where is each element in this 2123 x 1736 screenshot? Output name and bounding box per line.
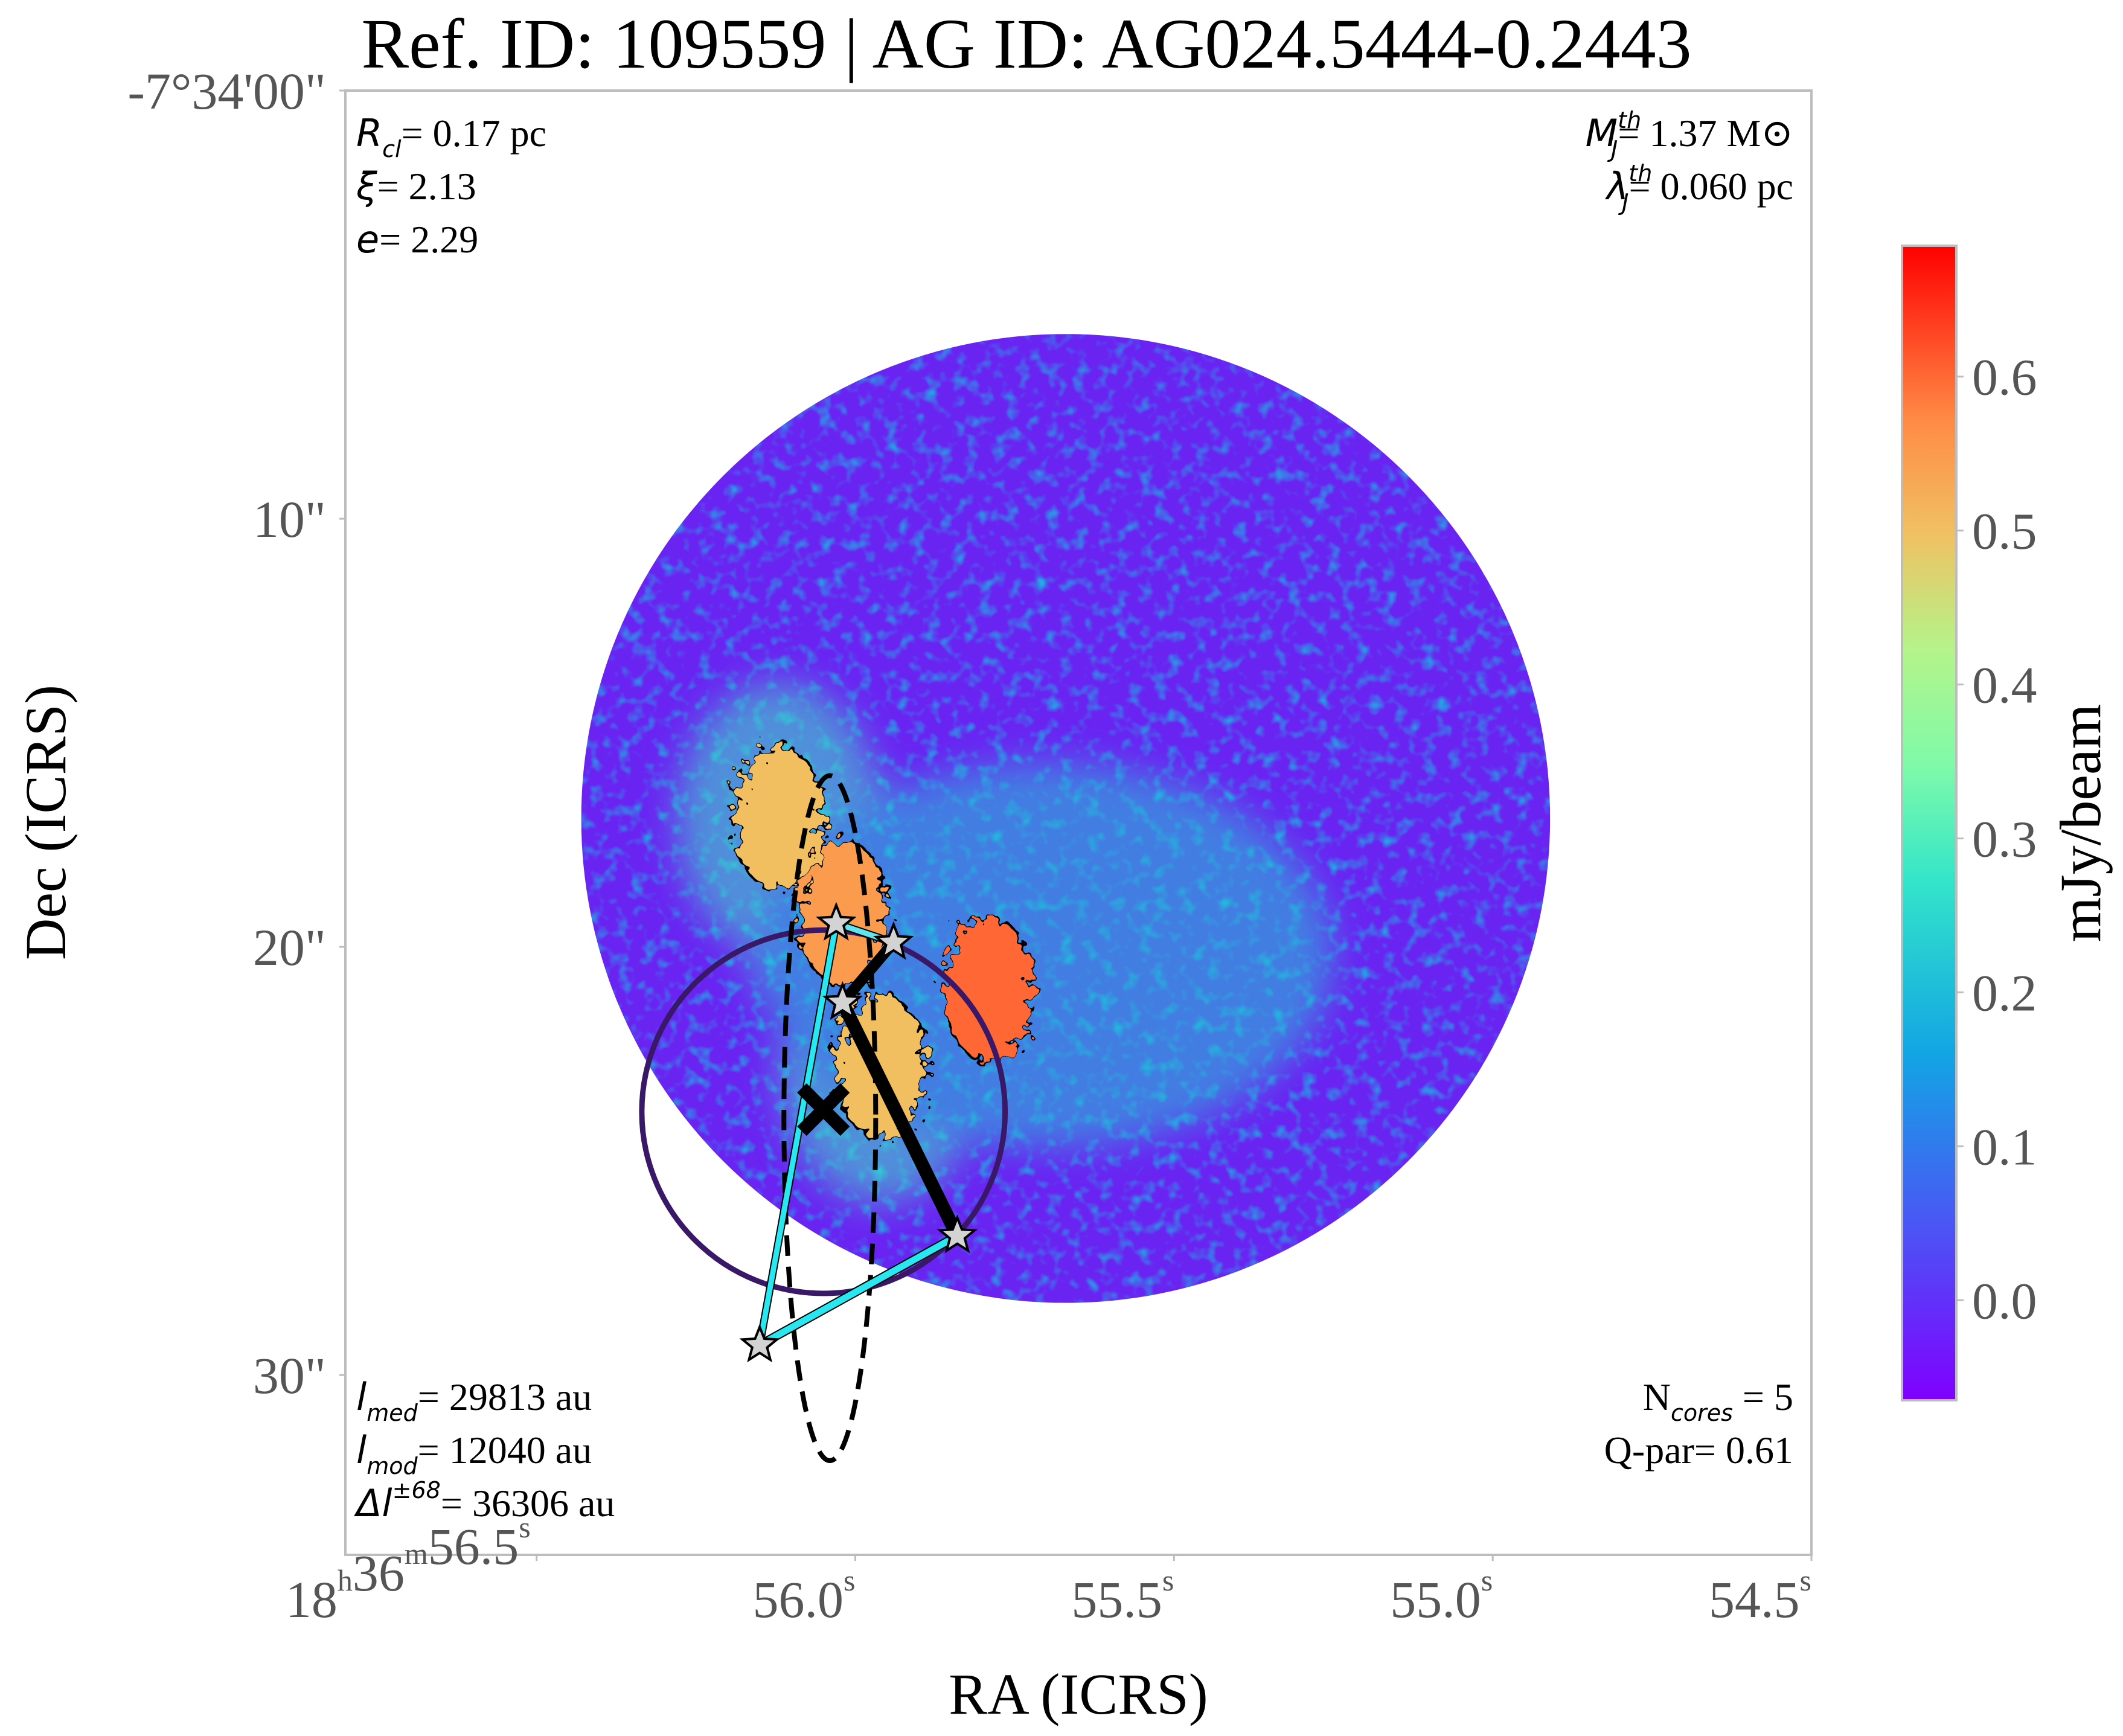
annotation-bottom-right: Ncores = 5Q-par= 0.61: [1604, 1376, 1793, 1472]
annotation-text: Mth J= 1.37 M⊙: [1586, 107, 1793, 162]
core-star: [937, 1214, 978, 1254]
annotation-text: λth J= 0.060 pc: [1605, 160, 1793, 216]
colorbar-tick: 0.4: [1956, 656, 2037, 714]
annotation-text: lmed= 29813 au: [356, 1375, 592, 1426]
annotation-top-left: Rcl= 0.17 pcξ= 2.13 e= 2.29: [356, 111, 546, 261]
x-tick-label: 56.0s: [753, 1563, 856, 1629]
x-axis-label: RA (ICRS): [949, 1662, 1208, 1726]
colorbar-tick: 0.6: [1956, 348, 2037, 406]
y-tick: 20": [253, 918, 345, 976]
colorbar-tick-label: 0.5: [1972, 502, 2037, 560]
colorbar-tick: 0.0: [1956, 1272, 2037, 1330]
annotation-text: ξ= 2.13: [356, 164, 476, 208]
plot-frame: [344, 89, 1813, 1556]
y-tick-labels: -7°34'00" 10" 20" 30": [127, 62, 345, 1404]
colorbar-tick: 0.2: [1956, 964, 2037, 1022]
colorbar-tick-label: 0.0: [1972, 1272, 2037, 1330]
x-tick-label: 54.5s: [1709, 1563, 1811, 1629]
annotation-top-right: Mth J= 1.37 M⊙λth J= 0.060 pc: [1586, 107, 1793, 216]
colorbar: [1901, 245, 1958, 1401]
clump-circle: [639, 927, 1008, 1296]
colorbar-tick: 0.1: [1956, 1118, 2037, 1176]
annotation-text: e= 2.29: [356, 217, 478, 261]
mst-edge: [837, 997, 963, 1241]
overlays: [639, 773, 1008, 1464]
fit-ellipse: [781, 773, 879, 1464]
emission-peak: [943, 915, 1036, 1064]
colorbar-tick: 0.5: [1956, 502, 2037, 560]
colorbar-tick-label: 0.3: [1972, 810, 2037, 868]
colorbar-tick-label: 0.2: [1972, 964, 2037, 1022]
x-tick-labels: 18h36m56.5s 56.0s 55.5s 55.0s 54.5s: [286, 1510, 1813, 1629]
y-tick: 30": [253, 1347, 345, 1404]
x-tick: 54.5s: [1709, 1555, 1813, 1629]
x-tick: 55.5s: [1071, 1555, 1175, 1629]
colorbar-label: mJy/beam: [2048, 704, 2113, 943]
y-axis-label: Dec (ICRS): [13, 685, 78, 960]
x-tick-label: 55.5s: [1071, 1563, 1174, 1629]
colorbar-tick-label: 0.4: [1972, 656, 2037, 714]
y-tick-label: 10": [253, 490, 326, 548]
x-tick: 18h36m56.5s: [286, 1510, 538, 1629]
colorbar-ticks: 0.0 0.1 0.2 0.3 0.4 0.5 0.6: [1956, 348, 2037, 1330]
annotation-text: Q-par= 0.61: [1604, 1429, 1793, 1472]
emission-peak: [732, 744, 825, 892]
colorbar-tick: 0.3: [1956, 810, 2037, 868]
continuum-image: [581, 334, 1551, 1303]
core-star: [873, 921, 914, 960]
core-star: [822, 981, 863, 1020]
annotation-text: Δl±68= 36306 au: [354, 1477, 615, 1525]
annotation-text: lmod= 12040 au: [356, 1428, 592, 1479]
annotation-text: Ncores = 5: [1643, 1376, 1793, 1426]
y-tick-label: -7°34'00": [127, 62, 326, 120]
chart-title: Ref. ID: 109559 | AG ID: AG024.5444-0.24…: [361, 4, 1691, 83]
mst-edge: [756, 1232, 961, 1349]
colorbar-tick-label: 0.1: [1972, 1118, 2037, 1176]
core-star: [816, 902, 857, 941]
x-tick-label: 55.0s: [1390, 1563, 1493, 1629]
y-tick: 10": [253, 490, 345, 548]
y-tick-label: 20": [253, 918, 326, 976]
y-tick: -7°34'00": [127, 62, 345, 120]
core-star: [739, 1324, 780, 1363]
x-tick-label: 18h36m56.5s: [286, 1510, 531, 1629]
annotation-text: Rcl= 0.17 pc: [356, 111, 546, 162]
mst-edge: [757, 920, 839, 1348]
centroid-marker: [797, 1083, 850, 1136]
x-tick: 56.0s: [753, 1555, 857, 1629]
y-tick-label: 30": [253, 1347, 326, 1404]
colorbar-tick-label: 0.6: [1972, 348, 2037, 406]
x-tick: 55.0s: [1390, 1555, 1494, 1629]
